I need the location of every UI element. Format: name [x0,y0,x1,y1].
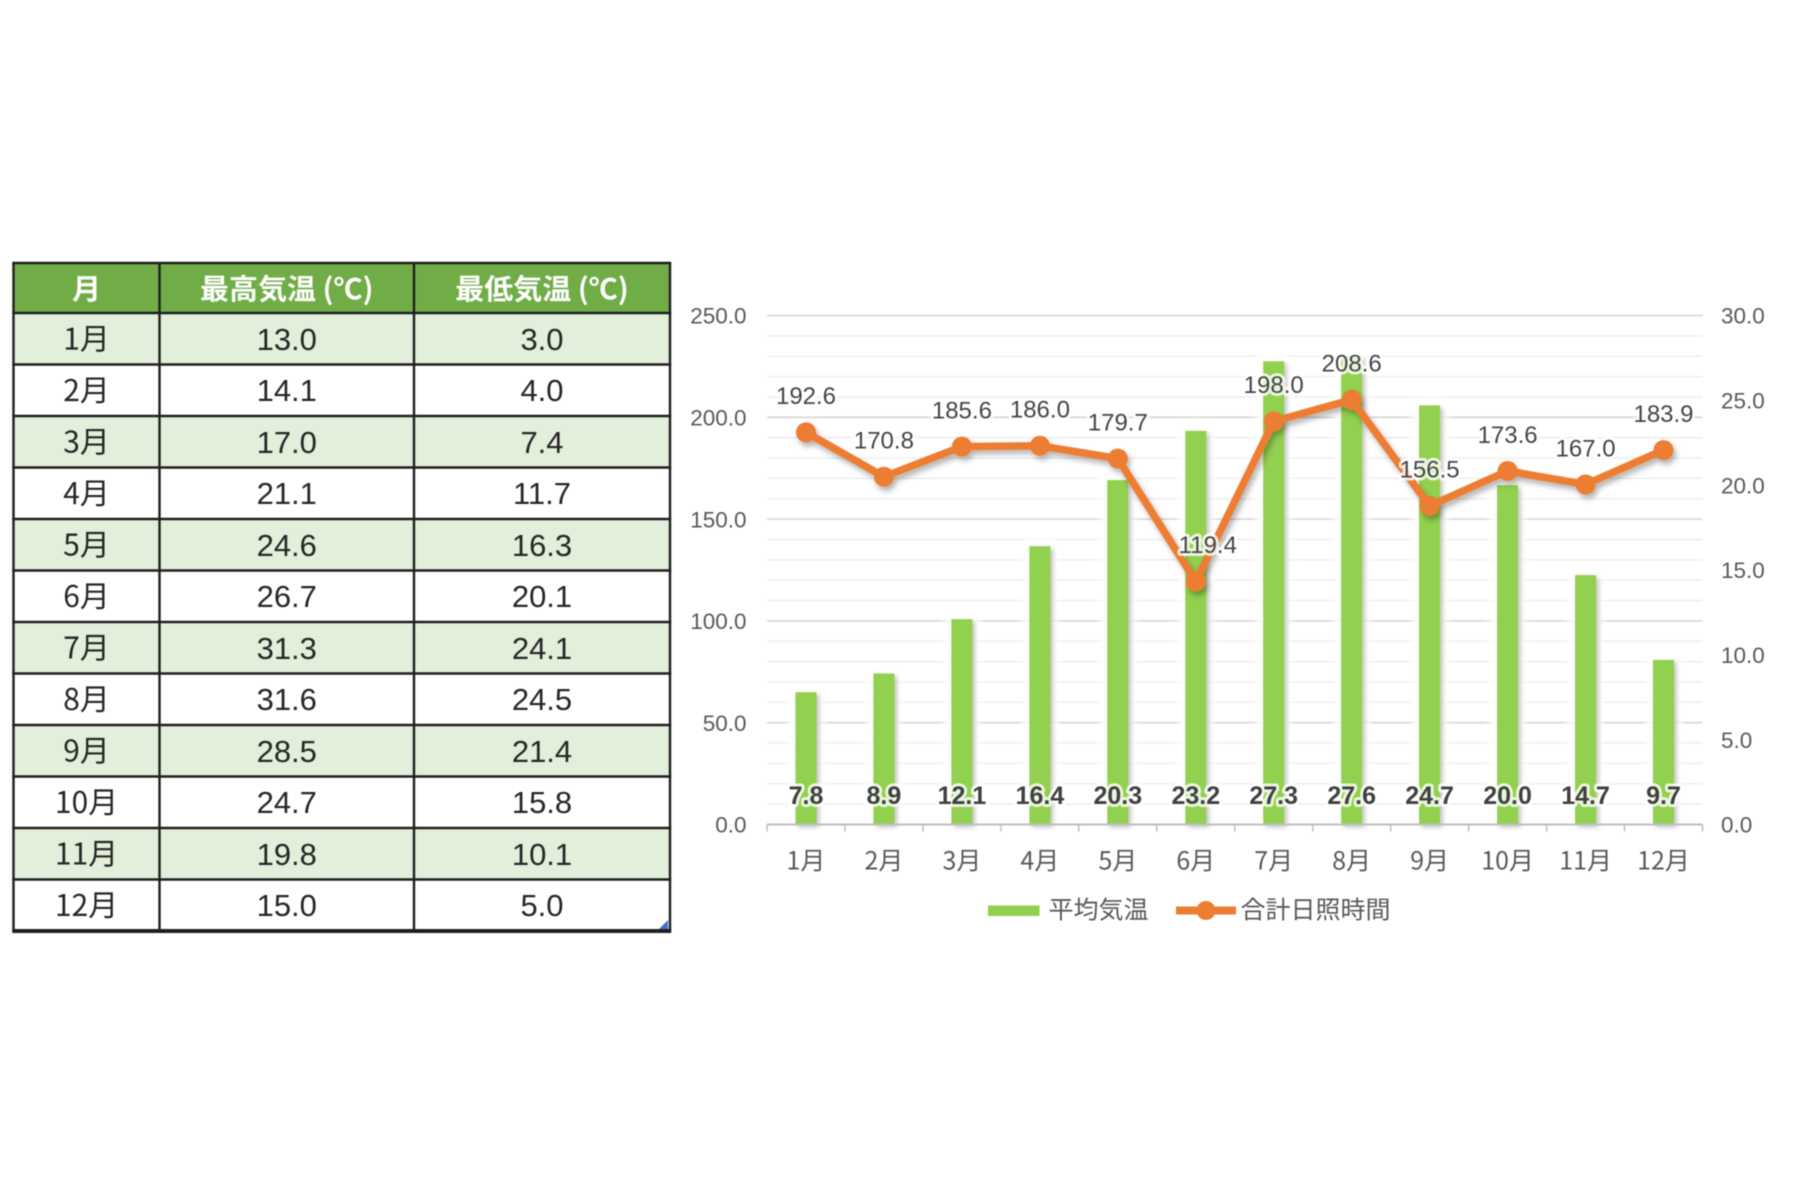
svg-text:30.0: 30.0 [1721,304,1765,329]
svg-text:8.9: 8.9 [867,782,902,810]
svg-text:167.0: 167.0 [1556,435,1616,462]
svg-text:186.0: 186.0 [1010,397,1070,424]
svg-text:7.4: 7.4 [520,425,563,460]
svg-text:13.0: 13.0 [257,322,317,357]
svg-text:4.0: 4.0 [520,373,563,408]
svg-text:12.1: 12.1 [938,782,987,810]
svg-text:10.1: 10.1 [512,837,572,872]
svg-text:208.6: 208.6 [1322,351,1382,378]
svg-text:186.0: 186.0 [1010,397,1070,424]
svg-text:7.8: 7.8 [789,782,824,810]
svg-text:23.2: 23.2 [1171,782,1220,810]
svg-text:15.8: 15.8 [512,785,572,820]
svg-text:173.6: 173.6 [1478,422,1538,449]
svg-text:24.7: 24.7 [257,785,317,820]
svg-text:156.5: 156.5 [1400,457,1460,484]
svg-text:156.5: 156.5 [1400,457,1460,484]
svg-text:185.6: 185.6 [932,397,992,424]
svg-text:9.7: 9.7 [1646,782,1681,810]
svg-text:14.7: 14.7 [1561,782,1610,810]
svg-text:198.0: 198.0 [1244,372,1304,399]
svg-text:27.6: 27.6 [1327,782,1376,810]
svg-text:8.9: 8.9 [867,782,902,810]
svg-text:21.1: 21.1 [257,476,317,511]
svg-text:14.1: 14.1 [257,373,317,408]
svg-text:24.5: 24.5 [512,682,572,717]
svg-text:100.0: 100.0 [690,609,746,634]
svg-text:20.3: 20.3 [1093,782,1142,810]
svg-text:16.3: 16.3 [512,528,572,563]
svg-text:31.6: 31.6 [257,682,317,717]
svg-text:170.8: 170.8 [854,428,914,455]
svg-text:170.8: 170.8 [854,428,914,455]
svg-text:20.3: 20.3 [1093,782,1142,810]
svg-text:185.6: 185.6 [932,397,992,424]
svg-text:20.1: 20.1 [512,579,572,614]
svg-text:20.0: 20.0 [1483,782,1532,810]
svg-text:167.0: 167.0 [1556,435,1616,462]
svg-text:24.7: 24.7 [1405,782,1454,810]
svg-text:50.0: 50.0 [703,711,747,736]
svg-text:27.3: 27.3 [1249,782,1298,810]
svg-text:16.4: 16.4 [1016,782,1065,810]
svg-text:119.4: 119.4 [1179,532,1237,559]
svg-text:0.0: 0.0 [1721,813,1752,838]
svg-text:28.5: 28.5 [257,734,317,769]
svg-text:183.9: 183.9 [1633,401,1693,428]
svg-text:3.0: 3.0 [520,322,563,357]
svg-text:25.0: 25.0 [1721,389,1765,414]
svg-text:26.7: 26.7 [257,579,317,614]
svg-text:17.0: 17.0 [257,425,317,460]
svg-text:21.4: 21.4 [512,734,572,769]
svg-text:11.7: 11.7 [513,476,571,511]
svg-text:150.0: 150.0 [690,507,746,532]
svg-text:208.6: 208.6 [1322,351,1382,378]
svg-text:14.7: 14.7 [1561,782,1610,810]
svg-text:15.0: 15.0 [257,888,317,923]
svg-text:23.2: 23.2 [1171,782,1220,810]
svg-text:119.4: 119.4 [1179,532,1237,559]
svg-text:27.6: 27.6 [1327,782,1376,810]
svg-text:12.1: 12.1 [938,782,987,810]
svg-text:20.0: 20.0 [1483,782,1532,810]
svg-text:15.0: 15.0 [1721,558,1765,583]
svg-text:183.9: 183.9 [1633,401,1693,428]
svg-text:24.6: 24.6 [257,528,317,563]
svg-text:27.3: 27.3 [1249,782,1298,810]
svg-text:5.0: 5.0 [1721,728,1752,753]
svg-text:179.7: 179.7 [1088,409,1148,436]
svg-text:250.0: 250.0 [690,304,746,329]
svg-text:19.8: 19.8 [257,837,317,872]
svg-text:20.0: 20.0 [1721,473,1765,498]
svg-text:9.7: 9.7 [1646,782,1681,810]
svg-text:31.3: 31.3 [257,631,317,666]
svg-text:7.8: 7.8 [789,782,824,810]
svg-text:173.6: 173.6 [1478,422,1538,449]
svg-text:5.0: 5.0 [520,888,563,923]
svg-text:198.0: 198.0 [1244,372,1304,399]
svg-text:10.0: 10.0 [1721,643,1765,668]
svg-text:192.6: 192.6 [776,383,836,410]
svg-text:16.4: 16.4 [1016,782,1065,810]
svg-text:0.0: 0.0 [715,813,746,838]
svg-text:24.7: 24.7 [1405,782,1454,810]
svg-text:24.1: 24.1 [512,631,572,666]
svg-text:179.7: 179.7 [1088,409,1148,436]
svg-text:200.0: 200.0 [690,406,746,431]
svg-text:192.6: 192.6 [776,383,836,410]
